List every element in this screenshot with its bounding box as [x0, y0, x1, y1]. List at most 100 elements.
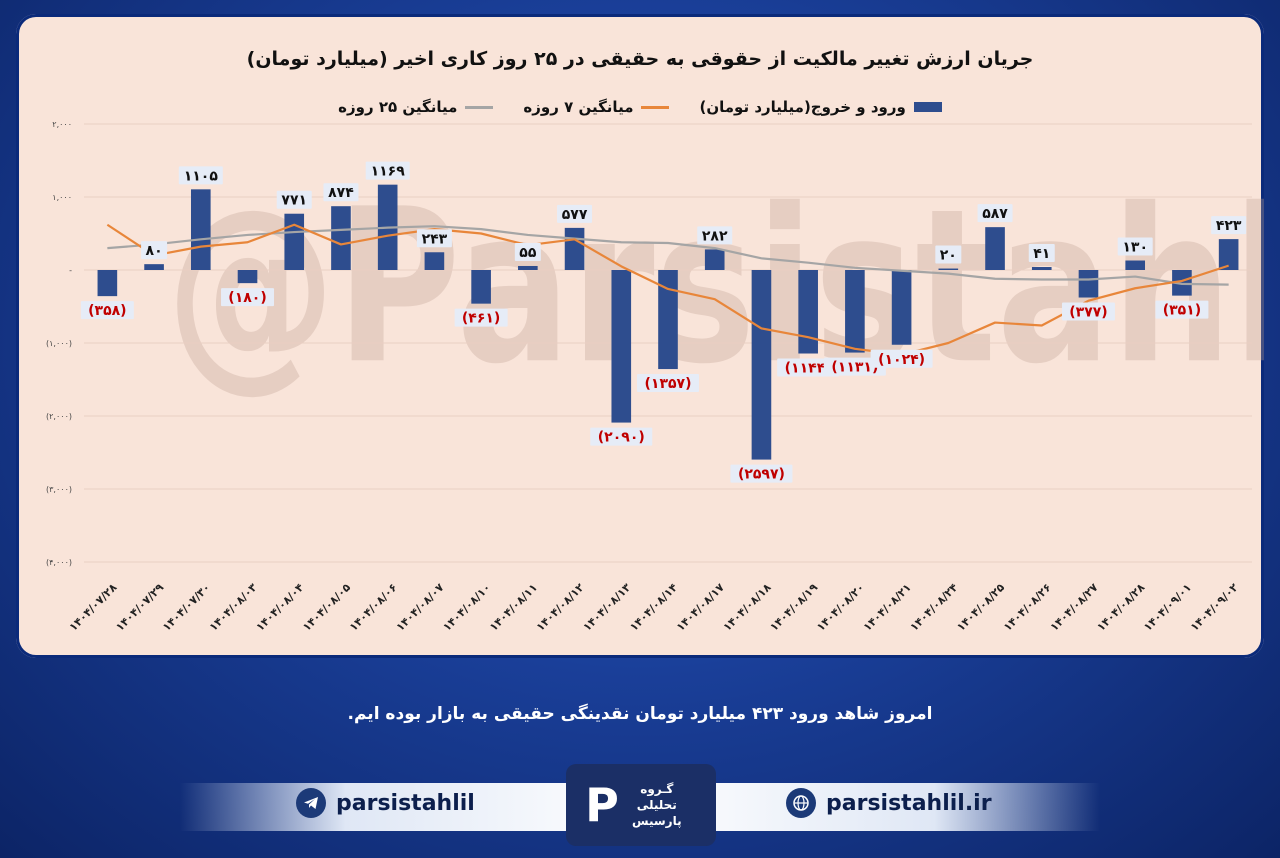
x-tick-label: ۱۴۰۴/۰۸/۱۹ — [767, 581, 820, 634]
logo-text-line2: تحلیلی — [636, 798, 677, 812]
x-tick-label: ۱۴۰۴/۰۸/۰۵ — [300, 581, 353, 634]
bar — [1078, 270, 1099, 298]
bar — [1031, 267, 1052, 270]
data-label-bg — [416, 229, 452, 248]
y-tick-label: ۲,۰۰۰ — [52, 120, 72, 129]
bar — [564, 227, 585, 270]
bar — [751, 270, 772, 460]
x-tick-label: ۱۴۰۴/۰۹/۰۲ — [1188, 581, 1241, 634]
data-label-bg — [777, 358, 840, 377]
x-tick-label: ۱۴۰۴/۰۸/۱۴ — [627, 581, 680, 634]
chart-plot: ۲,۰۰۰ ۱,۰۰۰ - (۱,۰۰۰) (۲,۰۰۰) (۳,۰۰۰) (۴,۰۰۰) (… — [46, 120, 1252, 634]
y-tick-label: (۲,۰۰۰) — [46, 412, 72, 421]
data-label: (۱۸۰) — [228, 290, 266, 306]
legend-label-bars: ورود و خروج(میلیارد تومان) — [699, 98, 906, 116]
bar — [190, 189, 211, 270]
y-tick-label: - — [69, 266, 72, 275]
data-label: (۱۰۲۴) — [878, 352, 925, 368]
data-label-bg — [1117, 237, 1153, 256]
data-label: ۲۸۲ — [702, 228, 728, 244]
data-label: ۲۰ — [940, 248, 957, 264]
data-label: ۱۱۶۹ — [371, 164, 406, 180]
legend-item-ma7: میانگین ۷ روزه — [523, 98, 670, 116]
website-text: parsistahlil.ir — [826, 790, 992, 816]
chart-title: جریان ارزش تغییر مالکیت از حقوقی به حقیق… — [246, 48, 1034, 70]
logo-mark: P — [585, 778, 619, 832]
data-label: (۲۵۹۷) — [738, 467, 785, 483]
y-tick-label: (۳,۰۰۰) — [46, 485, 72, 494]
data-label-bg — [637, 374, 699, 393]
data-label-bg — [1211, 216, 1247, 235]
x-tick-label: ۱۴۰۴/۰۸/۲۵ — [954, 581, 1007, 634]
data-label-bg — [514, 242, 541, 261]
logo-text: گـروه تحلیلی پارسیس — [632, 781, 682, 829]
x-tick-label: ۱۴۰۴/۰۸/۲۷ — [1048, 581, 1101, 634]
x-tick-label: ۱۴۰۴/۰۸/۱۸ — [721, 581, 774, 634]
data-label: ۴۲۳ — [1216, 218, 1242, 234]
x-tick-label: ۱۴۰۴/۰۸/۲۰ — [814, 581, 867, 634]
x-tick-label: ۱۴۰۴/۰۸/۰۷ — [394, 581, 447, 634]
website-link[interactable]: parsistahlil.ir — [786, 788, 992, 818]
data-label: ۸۰ — [146, 243, 163, 259]
data-label: ۱۱۰۵ — [184, 168, 219, 184]
data-label-bg — [1061, 302, 1115, 321]
logo-text-line3: پارسیس — [632, 814, 682, 828]
data-label-bg — [730, 464, 793, 483]
data-label-bg — [276, 190, 312, 209]
data-label-bg — [697, 226, 733, 245]
x-tick-label: ۱۴۰۴/۰۸/۲۶ — [1001, 581, 1054, 634]
chart-card: @Parsistahlil جریان ارزش تغییر مالکیت از… — [16, 14, 1264, 658]
bar — [237, 270, 258, 284]
data-label: (۴۶۱) — [462, 311, 500, 327]
data-label-bg — [1155, 300, 1209, 319]
telegram-handle[interactable]: parsistahlil — [296, 788, 475, 818]
telegram-icon — [296, 788, 326, 818]
data-label-bg — [977, 204, 1013, 223]
data-label-bg — [1028, 244, 1055, 263]
data-label: ۵۵ — [519, 245, 537, 261]
data-label-bg — [365, 161, 410, 180]
legend-swatch-ma7 — [641, 105, 670, 109]
data-label-bg — [454, 308, 508, 327]
data-label: (۳۵۸) — [88, 303, 126, 319]
bar — [284, 213, 305, 270]
bar — [97, 270, 118, 297]
legend-item-ma25: میانگین ۲۵ روزه — [338, 98, 494, 116]
bar — [845, 270, 865, 353]
x-tick-label: ۱۴۰۴/۰۸/۰۴ — [254, 581, 307, 634]
data-label: ۴۱ — [1033, 246, 1050, 262]
summary-text: امروز شاهد ورود ۴۲۳ میلیارد تومان نقدینگ… — [347, 704, 933, 724]
x-tick-label: ۱۴۰۴/۰۷/۲۸ — [67, 581, 120, 634]
bar — [658, 270, 678, 370]
data-label-bg — [935, 245, 962, 264]
data-label: (۱۱۴۴) — [785, 361, 832, 377]
legend-swatch-ma25 — [465, 105, 494, 109]
data-label: (۳۷۷) — [1069, 305, 1107, 321]
bar — [331, 206, 351, 270]
data-label-bg — [178, 166, 223, 185]
x-tick-label: ۱۴۰۴/۰۸/۲۸ — [1094, 581, 1147, 634]
x-tick-label: ۱۴۰۴/۰۹/۰۱ — [1141, 581, 1194, 634]
legend: ورود و خروج(میلیارد تومان) میانگین ۷ روز… — [16, 98, 1264, 116]
data-label-bg — [323, 183, 359, 202]
bar — [424, 252, 445, 270]
ma7-line — [106, 223, 1229, 356]
legend-label-ma7: میانگین ۷ روزه — [523, 98, 634, 116]
brand-logo: P گـروه تحلیلی پارسیس — [566, 764, 716, 846]
bar — [704, 249, 725, 270]
x-tick-label: ۱۴۰۴/۰۷/۲۹ — [113, 581, 166, 634]
bar — [891, 270, 912, 345]
y-tick-label: (۱,۰۰۰) — [46, 339, 72, 348]
bar — [985, 227, 1005, 270]
data-label-bg — [590, 427, 653, 446]
x-tick-label: ۱۴۰۴/۰۸/۱۰ — [440, 581, 493, 634]
x-tick-label: ۱۴۰۴/۰۸/۱۲ — [534, 581, 587, 634]
data-label: (۳۵۱) — [1163, 303, 1201, 319]
legend-item-bars: ورود و خروج(میلیارد تومان) — [699, 98, 942, 116]
x-tick-label: ۱۴۰۴/۰۸/۲۴ — [908, 581, 961, 634]
data-label: ۵۸۷ — [982, 206, 1008, 222]
ma25-line — [107, 225, 1229, 286]
y-tick-label: ۱,۰۰۰ — [52, 193, 72, 202]
bar — [1125, 260, 1146, 270]
bar — [938, 268, 959, 270]
